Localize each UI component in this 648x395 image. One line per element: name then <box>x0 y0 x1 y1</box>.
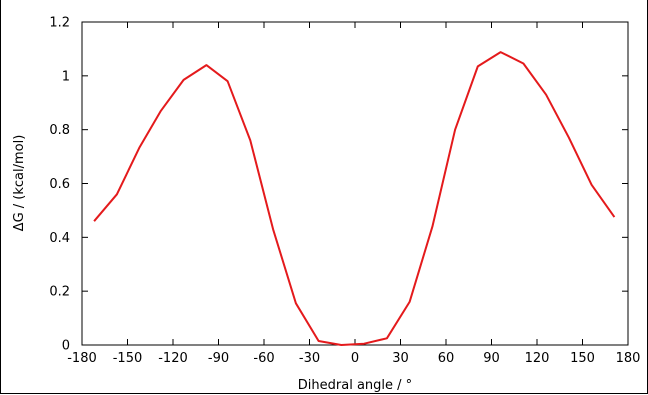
tick-marks <box>81 21 629 346</box>
x-tick-label: -180 <box>67 351 97 366</box>
y-tick-label: 0.8 <box>49 123 70 138</box>
x-tick-label: 180 <box>616 351 641 366</box>
plot-area-border <box>81 21 629 346</box>
x-tick-label: 30 <box>392 351 409 366</box>
x-tick-label: 60 <box>438 351 455 366</box>
x-tick-label: -60 <box>253 351 274 366</box>
x-tick-label: -30 <box>299 351 320 366</box>
x-tick-label: 0 <box>351 351 359 366</box>
x-tick-label: 150 <box>570 351 595 366</box>
x-tick-label: 90 <box>483 351 500 366</box>
y-tick-labels: 0 0.2 0.4 0.6 0.8 1 1.2 <box>49 16 70 354</box>
x-tick-label: -120 <box>158 351 188 366</box>
y-tick-label: 0 <box>62 339 70 354</box>
x-tick-label: -90 <box>208 351 229 366</box>
y-tick-label: 1 <box>62 69 70 84</box>
x-axis-label: Dihedral angle / ° <box>298 378 412 393</box>
x-tick-label: 120 <box>525 351 550 366</box>
y-tick-label: 0.6 <box>49 177 70 192</box>
y-tick-label: 1.2 <box>49 16 70 31</box>
y-tick-label: 0.4 <box>49 231 70 246</box>
series-layer <box>93 51 616 346</box>
x-tick-label: -150 <box>113 351 143 366</box>
y-axis-label: ΔG / (kcal/mol) <box>12 135 27 232</box>
y-tick-label: 0.2 <box>49 285 70 300</box>
x-tick-labels: -180 -150 -120 -90 -60 -30 0 30 60 90 120 150 180 <box>67 351 640 366</box>
series-line <box>93 51 616 346</box>
